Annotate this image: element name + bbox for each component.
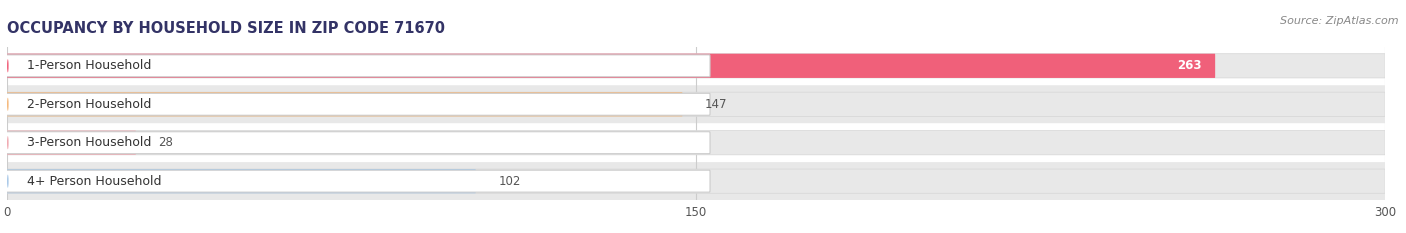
Text: OCCUPANCY BY HOUSEHOLD SIZE IN ZIP CODE 71670: OCCUPANCY BY HOUSEHOLD SIZE IN ZIP CODE … — [7, 21, 446, 36]
FancyBboxPatch shape — [0, 170, 710, 192]
FancyBboxPatch shape — [0, 93, 710, 115]
FancyBboxPatch shape — [7, 162, 1385, 200]
Circle shape — [7, 59, 8, 72]
Circle shape — [7, 175, 8, 188]
FancyBboxPatch shape — [7, 54, 1215, 78]
Text: Source: ZipAtlas.com: Source: ZipAtlas.com — [1281, 16, 1399, 26]
FancyBboxPatch shape — [7, 169, 1385, 193]
Text: 28: 28 — [159, 136, 173, 149]
Text: 263: 263 — [1177, 59, 1201, 72]
FancyBboxPatch shape — [7, 92, 682, 116]
Text: 102: 102 — [499, 175, 520, 188]
FancyBboxPatch shape — [7, 85, 1385, 123]
Text: 1-Person Household: 1-Person Household — [27, 59, 152, 72]
FancyBboxPatch shape — [7, 169, 475, 193]
Text: 4+ Person Household: 4+ Person Household — [27, 175, 162, 188]
FancyBboxPatch shape — [7, 92, 1385, 116]
FancyBboxPatch shape — [0, 132, 710, 154]
Text: 3-Person Household: 3-Person Household — [27, 136, 152, 149]
Text: 2-Person Household: 2-Person Household — [27, 98, 152, 111]
FancyBboxPatch shape — [7, 131, 136, 155]
FancyBboxPatch shape — [0, 55, 710, 77]
FancyBboxPatch shape — [7, 124, 1385, 162]
FancyBboxPatch shape — [7, 54, 1385, 78]
FancyBboxPatch shape — [7, 131, 1385, 155]
FancyBboxPatch shape — [7, 47, 1385, 85]
Circle shape — [7, 98, 8, 111]
Text: 147: 147 — [706, 98, 728, 111]
Circle shape — [7, 136, 8, 149]
